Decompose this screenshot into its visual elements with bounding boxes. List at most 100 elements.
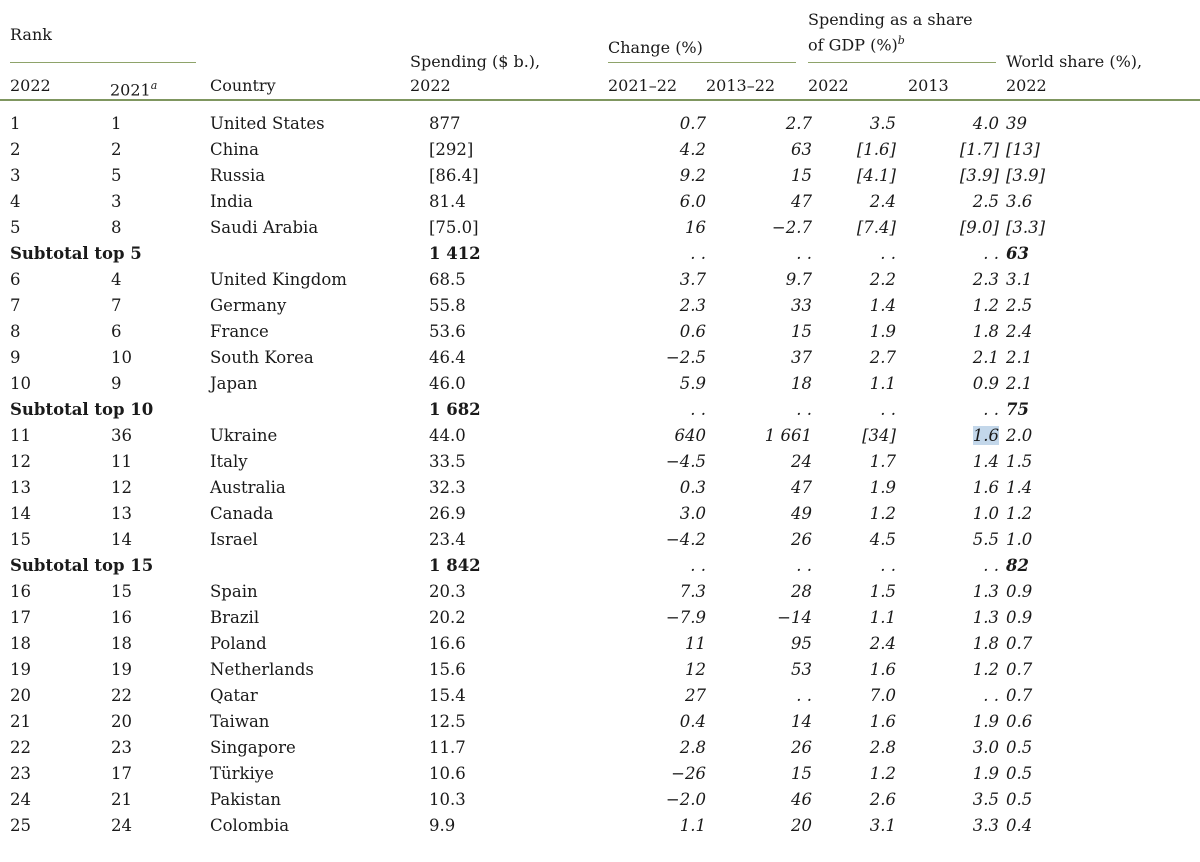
- change-2013-22-cell: . .: [796, 555, 812, 575]
- gdp-2013-cell: 1.2: [972, 659, 999, 679]
- table-row: 25 24 Colombia 9.9 1.1 20 3.1 3.3 0.4: [0, 812, 1200, 838]
- change-2013-22-cell: 47: [791, 477, 812, 497]
- spending-cell: 55.8: [429, 295, 466, 315]
- spending-cell: 46.4: [429, 347, 466, 367]
- spending-cell: 15.6: [429, 659, 466, 679]
- gdp-2013-cell: 4.0: [972, 113, 999, 133]
- change-2013-22-cell: 26: [791, 737, 812, 757]
- rank-2021-cell: 14: [111, 529, 132, 549]
- change-2021-22-cell: −2.5: [665, 347, 706, 367]
- country-cell: Türkiye: [210, 763, 274, 783]
- rank-2022-cell: 21: [10, 711, 31, 731]
- spending-cell: 68.5: [429, 269, 466, 289]
- country-cell: Brazil: [210, 607, 260, 627]
- gdp-2013-cell: . .: [983, 243, 999, 263]
- gdp-2022-cell: . .: [880, 555, 896, 575]
- header-world-line1: World share (%),: [1006, 52, 1143, 71]
- world-share-cell: 2.1: [1006, 347, 1033, 367]
- header-rank-2021: 2021a: [110, 79, 158, 100]
- gdp-2013-cell: 2.1: [972, 347, 999, 367]
- header-change-2021-22: 2021–22: [608, 76, 678, 95]
- world-share-cell: 1.5: [1006, 451, 1033, 471]
- gdp-2022-cell: 2.8: [869, 737, 896, 757]
- change-2021-22-cell: . .: [690, 399, 706, 419]
- gdp-2013-cell: 0.9: [972, 373, 999, 393]
- change-2013-22-cell: 14: [791, 711, 812, 731]
- rank-2021-cell: 8: [111, 217, 122, 237]
- gdp-2013-cell: 3.3: [972, 815, 999, 835]
- world-share-cell: [3.9]: [1006, 165, 1046, 185]
- rank-2021-cell: 21: [111, 789, 132, 809]
- change-2021-22-cell: 27: [685, 685, 706, 705]
- country-cell: Japan: [210, 373, 258, 393]
- table-row: 2 2 China [292] 4.2 63 [1.6] [1.7] [13]: [0, 136, 1200, 162]
- subtotal-row: Subtotal top 15 1 842 . . . . . . . . 82: [0, 552, 1200, 578]
- country-cell: South Korea: [210, 347, 314, 367]
- change-2013-22-cell: 15: [791, 321, 812, 341]
- header-gdp-line1: Spending as a share: [808, 10, 973, 29]
- gdp-2022-cell: [7.4]: [856, 217, 896, 237]
- gdp-2013-cell: 1.4: [972, 451, 999, 471]
- spending-cell: 53.6: [429, 321, 466, 341]
- change-2021-22-cell: 0.3: [679, 477, 706, 497]
- country-cell: Australia: [210, 477, 286, 497]
- table-row: 24 21 Pakistan 10.3 −2.0 46 2.6 3.5 0.5: [0, 786, 1200, 812]
- change-2013-22-cell: 95: [791, 633, 812, 653]
- table-row: 15 14 Israel 23.4 −4.2 26 4.5 5.5 1.0: [0, 526, 1200, 552]
- change-2013-22-cell: . .: [796, 399, 812, 419]
- subtotal-label: Subtotal top 15: [10, 555, 154, 575]
- footnote-a: a: [150, 79, 158, 92]
- gdp-2022-cell: 3.1: [869, 815, 896, 835]
- world-share-cell: [3.3]: [1006, 217, 1046, 237]
- header-gdp-line2: of GDP (%)b: [808, 34, 905, 55]
- country-cell: Germany: [210, 295, 287, 315]
- spending-cell: 16.6: [429, 633, 466, 653]
- world-share-cell: 3.6: [1006, 191, 1033, 211]
- spending-cell: 9.9: [429, 815, 456, 835]
- rank-2021-cell: 24: [111, 815, 132, 835]
- country-cell: Singapore: [210, 737, 296, 757]
- change-2021-22-cell: −26: [671, 763, 706, 783]
- country-cell: Colombia: [210, 815, 290, 835]
- gdp-2022-cell: 1.2: [869, 503, 896, 523]
- change-2021-22-cell: −4.2: [665, 529, 706, 549]
- world-share-cell: 0.5: [1006, 763, 1033, 783]
- change-2013-22-cell: . .: [796, 685, 812, 705]
- gdp-2013-cell: 2.3: [972, 269, 999, 289]
- rank-2021-cell: 2: [111, 139, 122, 159]
- rank-2021-cell: 23: [111, 737, 132, 757]
- table-row: 12 11 Italy 33.5 −4.5 24 1.7 1.4 1.5: [0, 448, 1200, 474]
- world-share-cell: 0.9: [1006, 581, 1033, 601]
- table-row: 20 22 Qatar 15.4 27 . . 7.0 . . 0.7: [0, 682, 1200, 708]
- gdp-2013-cell: [1.7]: [959, 139, 999, 159]
- rank-2021-cell: 16: [111, 607, 132, 627]
- change-2021-22-cell: 16: [685, 217, 706, 237]
- change-2013-22-cell: 9.7: [785, 269, 812, 289]
- spending-cell: 1 412: [429, 243, 481, 263]
- rank-2022-cell: 1: [10, 113, 21, 133]
- change-2021-22-cell: 3.7: [679, 269, 706, 289]
- rank-2021-cell: 9: [111, 373, 122, 393]
- spending-cell: 15.4: [429, 685, 466, 705]
- gdp-2022-cell: 1.1: [869, 373, 896, 393]
- gdp-2013-cell: 1.6: [972, 425, 999, 445]
- change-2013-22-cell: 24: [791, 451, 812, 471]
- change-2013-22-cell: 63: [791, 139, 812, 159]
- change-2021-22-cell: −4.5: [665, 451, 706, 471]
- gdp-2013-cell: 1.6: [972, 477, 999, 497]
- world-share-cell: 0.9: [1006, 607, 1033, 627]
- header-gdp-2022: 2022: [808, 76, 849, 95]
- world-share-cell: 75: [1006, 399, 1029, 419]
- rank-2022-cell: 22: [10, 737, 31, 757]
- world-share-cell: 2.5: [1006, 295, 1033, 315]
- gdp-2013-cell: 1.8: [972, 633, 999, 653]
- country-cell: Pakistan: [210, 789, 282, 809]
- change-2021-22-cell: 11: [685, 633, 706, 653]
- change-2021-22-cell: 0.4: [679, 711, 706, 731]
- spending-cell: 1 682: [429, 399, 481, 419]
- rank-group-rule: [10, 62, 196, 63]
- change-2021-22-cell: 0.6: [679, 321, 706, 341]
- table-row: 13 12 Australia 32.3 0.3 47 1.9 1.6 1.4: [0, 474, 1200, 500]
- country-cell: India: [210, 191, 253, 211]
